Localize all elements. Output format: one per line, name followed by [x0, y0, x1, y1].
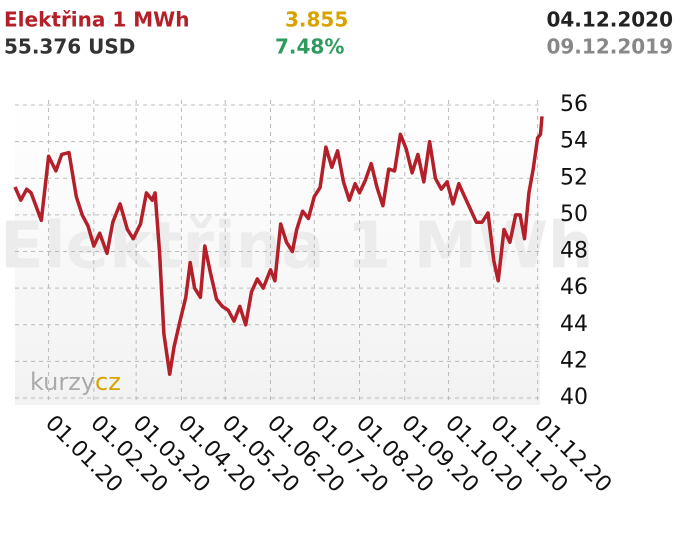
date-end: 04.12.2020: [546, 8, 673, 32]
y-tick-label: 50: [560, 202, 588, 227]
y-tick-label: 42: [560, 348, 588, 373]
price: 55.376 USD: [4, 35, 135, 59]
y-tick-label: 46: [560, 275, 588, 300]
y-tick-label: 48: [560, 239, 588, 264]
logo-part: kurzy: [30, 368, 95, 396]
price-line: [13, 116, 544, 376]
watermark: Elektřina 1 MWh: [0, 210, 593, 284]
y-tick-label: 52: [560, 165, 588, 190]
logo: kurzycz: [30, 368, 121, 396]
change: 3.855: [285, 8, 348, 32]
y-tick-label: 56: [560, 92, 588, 117]
logo-part: cz: [95, 368, 121, 396]
date-start: 09.12.2019: [546, 35, 673, 59]
title: Elektřina 1 MWh: [4, 8, 189, 32]
change-pct: 7.48%: [275, 35, 344, 59]
y-tick-label: 40: [560, 385, 588, 410]
y-tick-label: 54: [560, 129, 588, 154]
y-tick-label: 44: [560, 312, 588, 337]
